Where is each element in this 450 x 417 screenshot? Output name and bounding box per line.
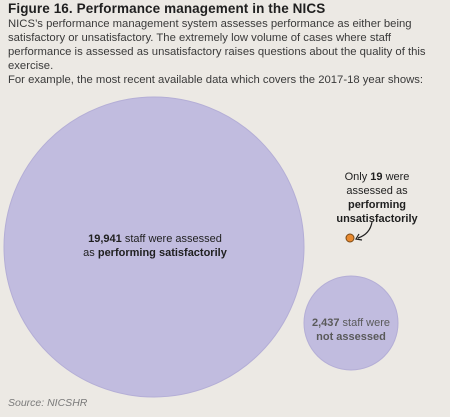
unsatisfactory-label: Only 19 were assessed as performing unsa… bbox=[322, 170, 432, 226]
not-assessed-bubble bbox=[303, 275, 399, 371]
pointer-arrow-head bbox=[355, 233, 363, 241]
not-assessed-text-1: staff were bbox=[339, 317, 391, 329]
unsatisfactory-text-4: performing bbox=[347, 199, 407, 211]
pointer-arrow bbox=[357, 221, 373, 239]
intro-paragraph: NICS’s performance management system ass… bbox=[8, 18, 426, 72]
satisfactory-bubble bbox=[3, 96, 305, 398]
satisfactory-count: 19,941 bbox=[88, 233, 122, 245]
intro-example-text: For example, the most recent available d… bbox=[8, 74, 424, 86]
satisfactory-text-1: staff were assessed bbox=[121, 233, 222, 245]
unsatisfactory-count: 19 bbox=[370, 171, 383, 183]
figure-title: Figure 16. Performance management in the… bbox=[8, 1, 326, 16]
not-assessed-text-2: not assessed bbox=[316, 331, 386, 343]
not-assessed-label: 2,437 staff were not assessed bbox=[296, 316, 406, 344]
satisfactory-label: 19,941 staff were assessed as performing… bbox=[55, 232, 255, 260]
unsatisfactory-text-2: were bbox=[382, 171, 410, 183]
not-assessed-count: 2,437 bbox=[311, 317, 340, 329]
unsatisfactory-text-3: assessed as bbox=[346, 185, 408, 197]
satisfactory-text-3: performing satisfactorily bbox=[97, 247, 227, 259]
satisfactory-text-2: as bbox=[83, 247, 98, 259]
unsatisfactory-bubble bbox=[345, 233, 355, 243]
unsatisfactory-text-5: unsatisfactorily bbox=[336, 213, 418, 225]
unsatisfactory-text-1: Only bbox=[344, 171, 371, 183]
source-note: Source: NICSHR bbox=[8, 397, 88, 409]
